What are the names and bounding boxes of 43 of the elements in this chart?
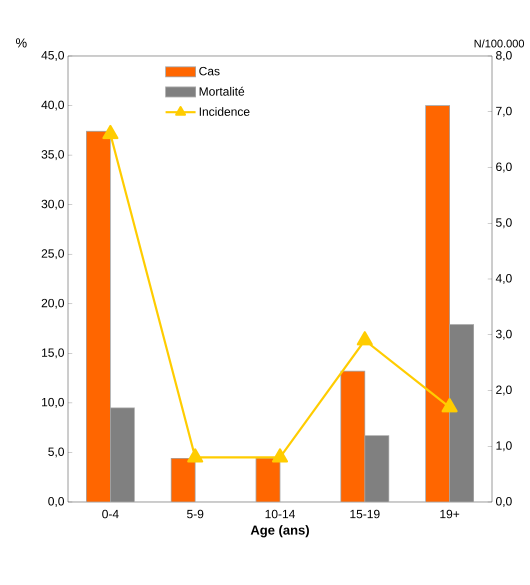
point: [356, 331, 373, 346]
y2-tick-label: 4,0: [496, 274, 512, 284]
bar: [170, 458, 196, 502]
legend-label: Mortalité: [200, 86, 244, 96]
point: [102, 124, 118, 140]
y-tick-label: 25,0: [42, 249, 64, 260]
y-tick-label: 30,0: [42, 200, 64, 210]
legend-label: Cas: [199, 66, 220, 76]
x-tick-label: 10-14: [266, 510, 295, 518]
y2-tick-label: 8,0: [496, 51, 512, 61]
y2-tick-label: 7,0: [496, 106, 512, 117]
y-tick-label: 5,0: [48, 447, 64, 458]
y-tick-label: 40,0: [41, 100, 64, 111]
y2-tick-label: 6,0: [496, 162, 512, 172]
y2-tick-label: 3,0: [496, 330, 512, 340]
x-tick-label: 19+: [440, 510, 460, 518]
x-axis-title: Age (ans): [250, 525, 309, 538]
bar: [449, 324, 474, 502]
x-tick-label: 5-9: [187, 510, 204, 518]
x-tick-label: 0-4: [102, 510, 119, 518]
point: [442, 398, 458, 412]
x-tick-label: 15-19: [350, 510, 380, 518]
y2-tick-label: 1,0: [496, 441, 512, 452]
y-tick-label: 15,0: [42, 348, 64, 358]
y2-tick-label: 0,0: [496, 497, 512, 507]
bar: [110, 407, 135, 502]
bar: [340, 370, 366, 502]
y-tick-label: 0,0: [48, 497, 64, 507]
bar: [364, 435, 390, 502]
bar: [256, 458, 280, 502]
y-axis-title: %: [16, 38, 27, 48]
y2-axis-title: N/100.000: [474, 39, 524, 48]
y2-tick-label: 2,0: [496, 386, 512, 396]
y-tick-label: 10,0: [42, 398, 64, 408]
y-tick-label: 35,0: [42, 150, 64, 160]
bar: [425, 105, 450, 502]
y-tick-label: 20,0: [42, 298, 64, 309]
point: [187, 448, 204, 462]
y2-tick-label: 5,0: [496, 218, 512, 228]
bar: [86, 130, 111, 502]
y-tick-label: 45,0: [41, 51, 64, 61]
point: [272, 448, 288, 462]
legend-label: Incidence: [200, 107, 250, 116]
